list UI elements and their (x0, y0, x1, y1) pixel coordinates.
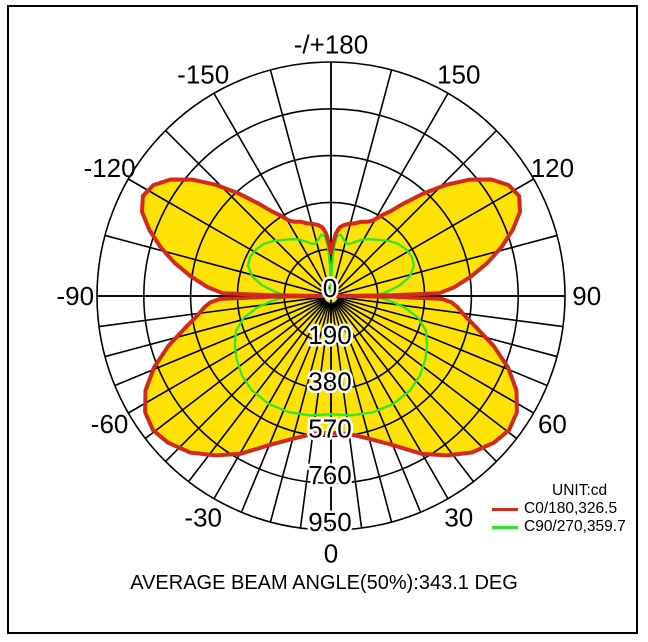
grid-spoke-lower (337, 296, 564, 328)
average-beam-angle-text: AVERAGE BEAM ANGLE(50%):343.1 DEG (130, 572, 518, 594)
grid-spoke-lower (334, 300, 475, 483)
grid-spoke-lower (213, 301, 329, 500)
angle-label--90: -90 (57, 281, 95, 311)
angle-label--150: -150 (177, 60, 229, 90)
radial-label-760: 760 (308, 460, 351, 490)
grid-spoke-upper (336, 178, 535, 294)
angle-label-30: 30 (444, 502, 473, 532)
grid-spoke-upper (335, 129, 498, 292)
legend-label-c0: C0/180,326.5 (524, 500, 618, 517)
angle-label--60: -60 (91, 409, 129, 439)
radial-label-570: 570 (308, 413, 351, 443)
radial-label-190: 190 (308, 320, 351, 350)
angle-label--30: -30 (184, 502, 222, 532)
radial-label-950: 950 (308, 507, 351, 537)
legend-entry-c0: C0/180,326.5 (492, 500, 638, 518)
grid-spoke-lower (144, 299, 327, 440)
legend-entry-c90: C90/270,359.7 (492, 518, 638, 536)
grid-spoke-lower (335, 299, 518, 440)
radial-label-380: 380 (308, 367, 351, 397)
grid-spoke-upper (104, 234, 325, 295)
angle-label--/+180: -/+180 (294, 29, 368, 59)
grid-spoke-upper (269, 69, 330, 290)
grid-spoke-upper (213, 92, 329, 291)
grid-spoke-lower (337, 297, 548, 387)
angle-label--120: -120 (84, 153, 136, 183)
page-border (7, 5, 638, 634)
grid-spoke-lower (337, 297, 558, 358)
angle-label-90: 90 (572, 281, 601, 311)
grid-spoke-lower (187, 300, 328, 483)
angle-label-0: 0 (324, 539, 338, 569)
angle-label-60: 60 (538, 409, 567, 439)
c90-curve (233, 233, 429, 417)
legend-unit-label: UNIT:cd (552, 482, 608, 499)
grid-spoke-lower (269, 302, 330, 523)
grid-spoke-lower (332, 302, 393, 523)
angle-label-150: 150 (437, 60, 480, 90)
grid-spoke-lower (240, 302, 330, 513)
grid-spoke-lower (336, 298, 535, 414)
grid-spoke-lower (332, 302, 422, 513)
grid-spoke-lower (98, 296, 325, 328)
grid-spoke-upper (333, 92, 449, 291)
legend: UNIT:cd C0/180,326.5 C90/270,359.7 (492, 482, 638, 536)
legend-label-c90: C90/270,359.7 (524, 518, 626, 535)
grid-spoke-upper (127, 178, 326, 294)
c0-curve (140, 177, 522, 458)
angle-label-120: 120 (531, 153, 574, 183)
grid-spoke-lower (127, 298, 326, 414)
radial-label-0: 0 (323, 273, 337, 303)
grid-spoke-lower (114, 297, 325, 387)
grid-spoke-upper (332, 69, 393, 290)
grid-spoke-upper (164, 129, 327, 292)
legend-line-green (492, 525, 518, 529)
grid-spoke-lower (104, 297, 325, 358)
grid-spoke-lower (333, 301, 449, 500)
legend-line-red (492, 507, 518, 511)
grid-spoke-upper (337, 234, 558, 295)
